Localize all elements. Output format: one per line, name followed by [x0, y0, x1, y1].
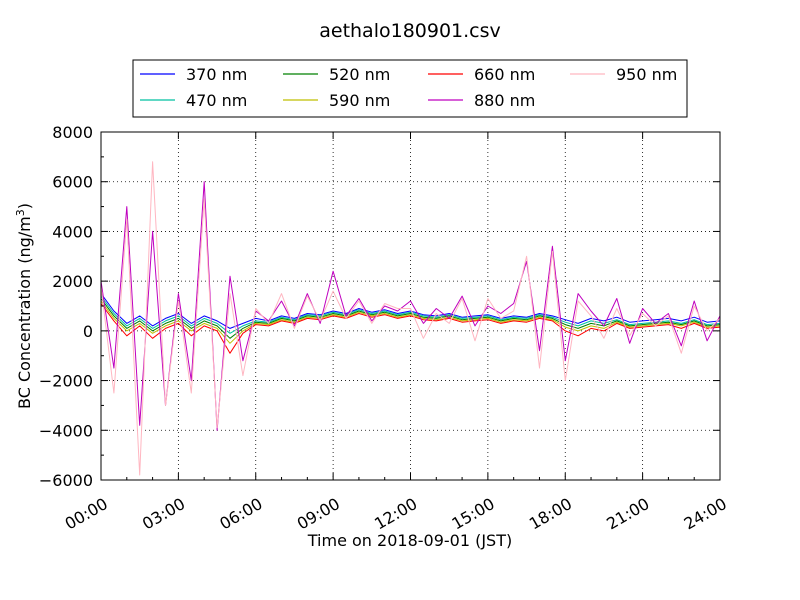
- legend-label: 470 nm: [186, 91, 247, 110]
- legend-label: 590 nm: [329, 91, 390, 110]
- series-layer: [100, 161, 721, 476]
- x-tick-label: 09:00: [294, 494, 343, 534]
- y-axis-label-superscript: 3: [14, 209, 27, 216]
- x-tick-label: 21:00: [603, 494, 652, 534]
- y-tick-label: −2000: [39, 372, 93, 391]
- x-tick-label: 15:00: [448, 494, 497, 534]
- y-axis-label-main: BC Concentration (ng/m: [15, 216, 34, 409]
- legend-label: 520 nm: [329, 65, 390, 84]
- legend-label: 880 nm: [474, 91, 535, 110]
- x-tick-label: 06:00: [216, 494, 265, 534]
- y-tick-label: 6000: [52, 173, 93, 192]
- y-tick-label: 8000: [52, 123, 93, 142]
- legend-label: 370 nm: [186, 65, 247, 84]
- series-line: [100, 303, 721, 354]
- series-line: [100, 295, 721, 334]
- y-tick-label: −4000: [39, 421, 93, 440]
- x-tick-label: 00:00: [62, 494, 111, 534]
- series-line: [100, 293, 721, 329]
- y-axis-label-suffix: ): [15, 203, 34, 209]
- x-tick-label: 18:00: [526, 494, 575, 534]
- chart-title: aethalo180901.csv: [319, 20, 501, 42]
- x-axis-label: Time on 2018-09-01 (JST): [307, 531, 512, 550]
- legend-box: [132, 59, 688, 118]
- y-tick-label: −6000: [39, 471, 93, 490]
- series-line: [100, 181, 721, 431]
- y-tick-label: 4000: [52, 222, 93, 241]
- x-tick-label: 24:00: [681, 494, 730, 534]
- series-line: [100, 298, 721, 339]
- y-axis-label: BC Concentration (ng/m3): [14, 203, 34, 409]
- y-tick-label: 2000: [52, 272, 93, 291]
- legend-label: 660 nm: [474, 65, 535, 84]
- series-line: [100, 300, 721, 344]
- legend: 370 nm 470 nm 520 nm 590 nm 660 nm 880 nm 950 …: [132, 59, 688, 118]
- x-tick-label: 12:00: [371, 494, 420, 534]
- legend-label: 950 nm: [616, 65, 677, 84]
- y-tick-label: 0: [83, 322, 93, 341]
- x-tick-label: 03:00: [139, 494, 188, 534]
- series-line: [100, 161, 721, 476]
